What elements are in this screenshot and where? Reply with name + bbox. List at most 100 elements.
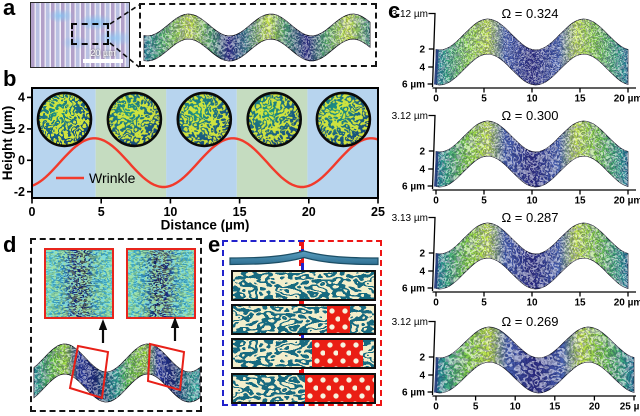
- x-tick-labels: 0 5 10 15 20 µm: [433, 94, 640, 105]
- depth-tick-label: 6 µm: [402, 284, 425, 295]
- x-tick-label: 20: [589, 402, 601, 413]
- surface-texture: [436, 223, 628, 289]
- panel-d-dashed-box: [30, 238, 202, 412]
- highlight-quad-left: [68, 344, 110, 400]
- y-axis-title: Height (µm): [0, 106, 15, 181]
- x-tick-labels: 0 5 10 15 20 25: [29, 205, 385, 219]
- legend: Wrinkle: [56, 170, 136, 186]
- magnified-region-box: [71, 23, 109, 45]
- z-max-label: 3.13 µm: [392, 213, 428, 224]
- panel-c: c 3.12 µm Ω = 0.324 2 4 6 µm 0 5 10 15 20 µm 3.…: [388, 0, 640, 416]
- x-tick-label: 5: [98, 205, 105, 219]
- depth-tick-labels: 2 4 6 µm: [402, 45, 425, 91]
- x-tick-label: 25: [371, 205, 385, 219]
- y-tick-label: 2: [18, 122, 25, 136]
- x-tick-label: 5: [473, 402, 479, 413]
- x-tick-label: 10: [526, 298, 538, 309]
- pattern-row-1: [231, 270, 376, 301]
- legend-label: Wrinkle: [89, 170, 136, 186]
- z-max-label: 3.12 µm: [392, 317, 428, 328]
- wrinkle-profile-chart: 4 2 0 -2 0 5 10 15 20 25 Distance (µm) H…: [0, 87, 385, 233]
- axes: [427, 12, 636, 93]
- wrinkle-curve: [31, 137, 379, 189]
- x-tick-label: 5: [481, 196, 487, 207]
- panel-e: e: [206, 232, 390, 416]
- afm-inset-circle: [315, 91, 372, 148]
- x-tick-label: 15: [574, 298, 586, 309]
- panel-b-label: b: [3, 66, 17, 91]
- axis-ticks: [27, 96, 379, 204]
- surface-texture: [436, 327, 634, 393]
- afm-3d-plot-4: 3.12 µm Ω = 0.269 2 4 6 µm 0 5 10 15 20 25 µm: [390, 312, 640, 414]
- x-tick-label: 20 µm: [614, 94, 640, 105]
- depth-tick-label: 4: [419, 165, 425, 176]
- x-tick-label: 10: [163, 205, 177, 219]
- axes: [427, 216, 636, 297]
- zoom-inset-right: [126, 248, 196, 319]
- magnified-3d-surface-box: [139, 3, 377, 67]
- highlight-quad-right: [146, 342, 186, 392]
- depth-tick-label: 4: [419, 267, 425, 278]
- surface-texture: [144, 14, 370, 61]
- optical-micrograph: 20 µm: [30, 2, 130, 68]
- depth-tick-labels: 2 4 6 µm: [402, 147, 425, 193]
- x-tick-label: 0: [29, 205, 36, 219]
- y-tick-label: 0: [18, 154, 25, 168]
- panel-b: b 4 2 0 -2 0 5 10 15: [0, 66, 392, 233]
- depth-tick-label: 2: [419, 45, 425, 56]
- afm-3d-plot-2: 3.12 µm Ω = 0.300 2 4 6 µm 0 5 10 15 20 µm: [390, 106, 640, 208]
- surface-texture: [436, 121, 628, 187]
- x-axis-title: Distance (µm): [161, 218, 250, 233]
- afm-inset-circle: [246, 91, 303, 148]
- x-tick-label: 0: [433, 298, 439, 309]
- panel-c-label: c: [388, 0, 401, 23]
- depth-tick-label: 2: [419, 147, 425, 158]
- x-tick-label: 10: [510, 402, 522, 413]
- panel-a-label: a: [3, 0, 16, 20]
- scale-bar-label: 20 µm: [90, 48, 116, 58]
- panel-d-label: d: [3, 232, 17, 257]
- depth-tick-label: 6 µm: [402, 388, 425, 399]
- afm-3d-plot-1: 3.12 µm Ω = 0.324 2 4 6 µm 0 5 10 15 20 µm: [390, 4, 640, 106]
- depth-tick-label: 2: [419, 249, 425, 260]
- red-dotted-patch: [312, 340, 363, 367]
- pattern-row-3: [231, 338, 376, 369]
- axes: [427, 114, 636, 195]
- red-dotted-patch: [327, 306, 350, 333]
- x-tick-label: 25 µm: [620, 402, 640, 413]
- y-tick-labels: 4 2 0 -2: [14, 91, 25, 199]
- afm-inset-circle: [36, 91, 93, 148]
- omega-title: Ω = 0.300: [501, 108, 558, 123]
- y-tick-label: -2: [14, 185, 25, 199]
- omega-title: Ω = 0.287: [501, 210, 558, 225]
- pattern-row-2: [231, 304, 376, 335]
- x-tick-label: 15: [549, 402, 561, 413]
- afm-3d-plot-3: 3.13 µm Ω = 0.287 2 4 6 µm 0 5 10 15 20 µm: [390, 208, 640, 310]
- x-tick-label: 15: [574, 196, 586, 207]
- x-tick-label: 20 µm: [614, 298, 640, 309]
- x-tick-label: 0: [433, 94, 439, 105]
- wrinkled-surface-3d-large: [33, 342, 201, 403]
- surface-texture: [436, 19, 628, 85]
- axes: [427, 320, 636, 401]
- panel-d: d: [0, 232, 206, 416]
- pattern-row-4: [231, 373, 376, 404]
- x-tick-label: 0: [433, 196, 439, 207]
- plot-frame: [31, 87, 379, 199]
- y-tick-label: 4: [18, 91, 25, 105]
- depth-tick-label: 6 µm: [402, 80, 425, 91]
- x-tick-label: 15: [574, 94, 586, 105]
- omega-title: Ω = 0.269: [501, 314, 558, 329]
- x-tick-labels: 0 5 10 15 20 µm: [433, 298, 640, 309]
- omega-title: Ω = 0.324: [501, 6, 558, 21]
- x-tick-label: 5: [481, 94, 487, 105]
- x-tick-label: 20: [302, 205, 316, 219]
- x-tick-label: 10: [526, 94, 538, 105]
- x-tick-label: 0: [433, 402, 439, 413]
- depth-tick-label: 4: [419, 371, 425, 382]
- z-max-label: 3.12 µm: [392, 9, 428, 20]
- z-max-label: 3.12 µm: [392, 111, 428, 122]
- x-tick-labels: 0 5 10 15 20 25 µm: [433, 402, 640, 413]
- x-tick-label: 15: [233, 205, 247, 219]
